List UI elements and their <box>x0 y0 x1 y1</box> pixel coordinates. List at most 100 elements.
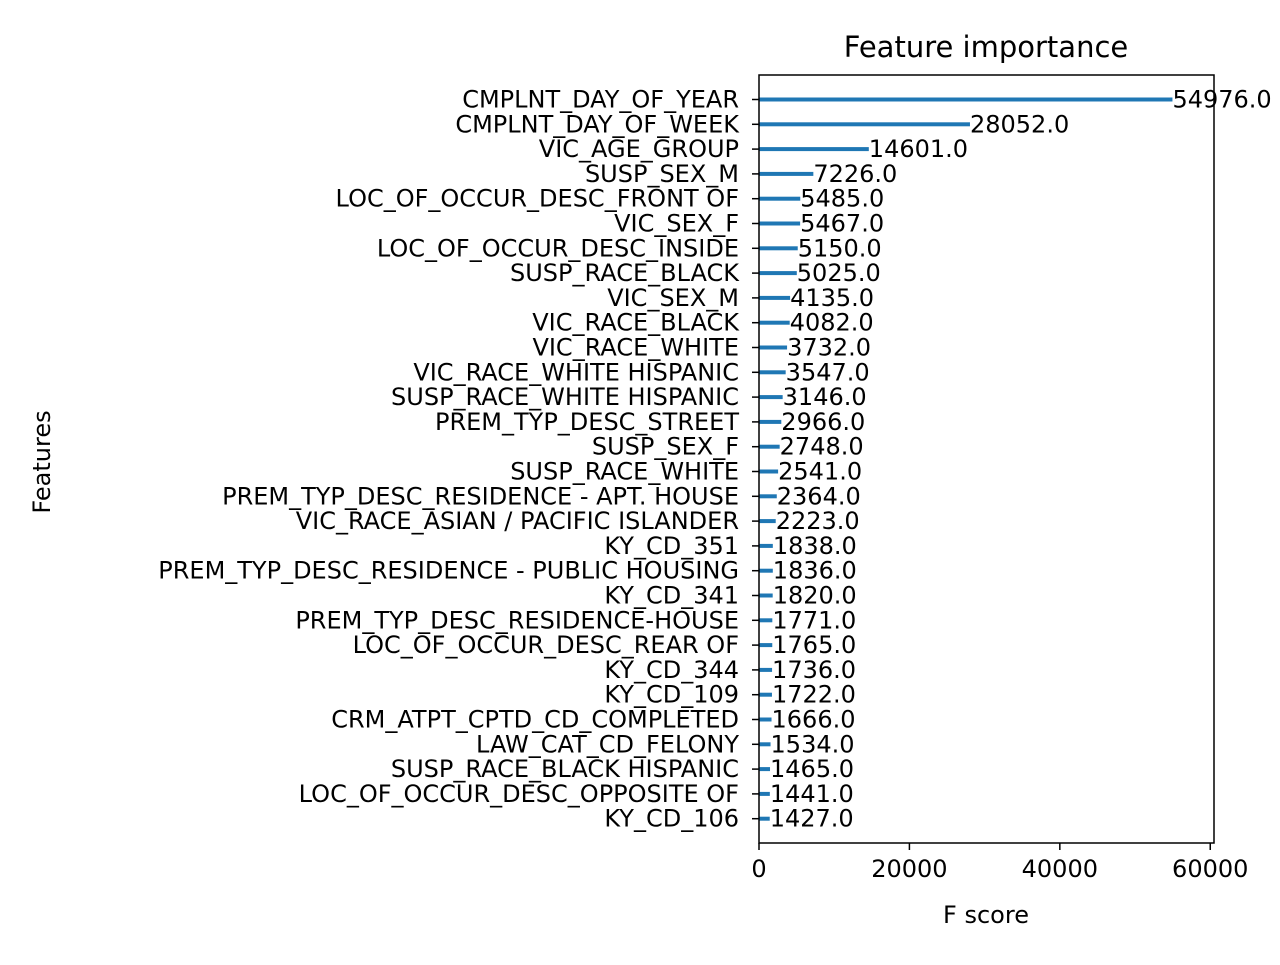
y-tick-label: SUSP_SEX_F <box>592 433 739 461</box>
y-axis-title: Features <box>28 410 56 513</box>
bar <box>759 345 788 350</box>
bar <box>759 667 773 672</box>
y-tick-label: VIC_RACE_ASIAN / PACIFIC ISLANDER <box>296 507 739 535</box>
y-tick-label: SUSP_SEX_M <box>585 160 739 188</box>
chart-title: Feature importance <box>844 30 1129 64</box>
bar <box>759 742 771 747</box>
x-axis-title: F score <box>943 901 1029 929</box>
data-label: 1736.0 <box>772 656 856 684</box>
bar <box>759 494 777 499</box>
data-label: 1820.0 <box>773 582 857 610</box>
plot-frame <box>758 74 1215 844</box>
bar <box>759 122 970 127</box>
data-label: 54976.0 <box>1172 86 1271 114</box>
data-label: 2966.0 <box>781 408 865 436</box>
data-label: 5150.0 <box>798 234 882 262</box>
bar <box>759 171 814 176</box>
bar <box>759 271 797 276</box>
data-label: 1838.0 <box>773 532 857 560</box>
y-tick-label: PREM_TYP_DESC_RESIDENCE - PUBLIC HOUSING <box>158 557 739 585</box>
y-tick-label: SUSP_RACE_BLACK <box>510 259 740 287</box>
x-tick-label: 20000 <box>871 855 947 883</box>
data-label: 2223.0 <box>776 507 860 535</box>
x-tick-label: 60000 <box>1172 855 1248 883</box>
bar <box>759 717 772 722</box>
data-label: 2541.0 <box>778 458 862 486</box>
bar <box>759 246 798 251</box>
y-tick-label: PREM_TYP_DESC_RESIDENCE - APT. HOUSE <box>222 482 739 510</box>
data-label: 4135.0 <box>790 284 874 312</box>
bar <box>759 568 773 573</box>
data-label: 1427.0 <box>770 805 854 833</box>
data-label: 5025.0 <box>797 259 881 287</box>
bar <box>759 643 773 648</box>
x-tick-label: 0 <box>751 855 766 883</box>
y-tick-label: KY_CD_351 <box>604 532 739 560</box>
y-tick-label: SUSP_RACE_BLACK HISPANIC <box>391 755 739 783</box>
bar <box>759 395 783 400</box>
data-label: 4082.0 <box>790 309 874 337</box>
labels-layer: CMPLNT_DAY_OF_YEAR 54976.0 CMPLNT_DAY_OF_W… <box>158 86 1271 884</box>
data-label: 1722.0 <box>772 681 856 709</box>
bar <box>759 543 773 548</box>
bar <box>759 618 773 623</box>
bar <box>759 147 869 152</box>
axes-layer <box>752 74 1215 850</box>
data-label: 5467.0 <box>800 210 884 238</box>
y-tick-label: VIC_SEX_M <box>607 284 739 312</box>
y-tick-label: LOC_OF_OCCUR_DESC_REAR OF <box>353 631 739 659</box>
y-tick-label: KY_CD_341 <box>604 582 739 610</box>
data-label: 3146.0 <box>783 383 867 411</box>
y-tick-label: PREM_TYP_DESC_RESIDENCE-HOUSE <box>295 606 739 634</box>
data-label: 3732.0 <box>787 334 871 362</box>
y-tick-label: PREM_TYP_DESC_STREET <box>435 408 739 436</box>
y-tick-label: KY_CD_344 <box>604 656 739 684</box>
data-label: 1765.0 <box>772 631 856 659</box>
bar <box>759 320 790 325</box>
y-tick-label: VIC_RACE_WHITE <box>532 334 739 362</box>
data-label: 2364.0 <box>777 482 861 510</box>
bar <box>759 767 771 772</box>
bar <box>759 519 776 524</box>
bar <box>759 221 801 226</box>
bar <box>759 295 791 300</box>
y-tick-label: KY_CD_109 <box>604 681 739 709</box>
bar <box>759 816 770 821</box>
data-label: 1666.0 <box>772 706 856 734</box>
data-label: 1441.0 <box>770 780 854 808</box>
data-label: 14601.0 <box>869 135 968 163</box>
data-label: 1465.0 <box>770 755 854 783</box>
bar <box>759 593 773 598</box>
y-tick-label: LAW_CAT_CD_FELONY <box>476 730 739 758</box>
bar <box>759 196 801 201</box>
y-tick-label: VIC_SEX_F <box>614 210 739 238</box>
y-tick-label: KY_CD_106 <box>604 805 739 833</box>
bar <box>759 444 780 449</box>
data-label: 1534.0 <box>771 730 855 758</box>
data-label: 7226.0 <box>813 160 897 188</box>
y-tick-label: CMPLNT_DAY_OF_YEAR <box>462 86 739 114</box>
bar <box>759 370 786 375</box>
data-label: 1771.0 <box>772 606 856 634</box>
data-label: 3547.0 <box>786 358 870 386</box>
bar <box>759 791 770 796</box>
bar <box>759 419 782 424</box>
bar <box>759 692 772 697</box>
y-tick-label: CMPLNT_DAY_OF_WEEK <box>455 110 740 138</box>
y-tick-label: VIC_RACE_BLACK <box>532 309 740 337</box>
y-tick-label: SUSP_RACE_WHITE HISPANIC <box>391 383 739 411</box>
y-tick-label: CRM_ATPT_CPTD_CD_COMPLETED <box>331 706 739 734</box>
x-tick-label: 40000 <box>1022 855 1098 883</box>
data-label: 28052.0 <box>970 110 1069 138</box>
y-tick-label: VIC_RACE_WHITE HISPANIC <box>413 358 739 386</box>
y-tick-label: LOC_OF_OCCUR_DESC_INSIDE <box>377 234 739 262</box>
bar <box>759 469 779 474</box>
y-tick-label: LOC_OF_OCCUR_DESC_FRONT OF <box>336 185 739 213</box>
y-tick-label: VIC_AGE_GROUP <box>539 135 739 163</box>
y-tick-label: LOC_OF_OCCUR_DESC_OPPOSITE OF <box>299 780 739 808</box>
y-tick-label: SUSP_RACE_WHITE <box>510 458 739 486</box>
data-label: 1836.0 <box>773 557 857 585</box>
data-label: 5485.0 <box>800 185 884 213</box>
